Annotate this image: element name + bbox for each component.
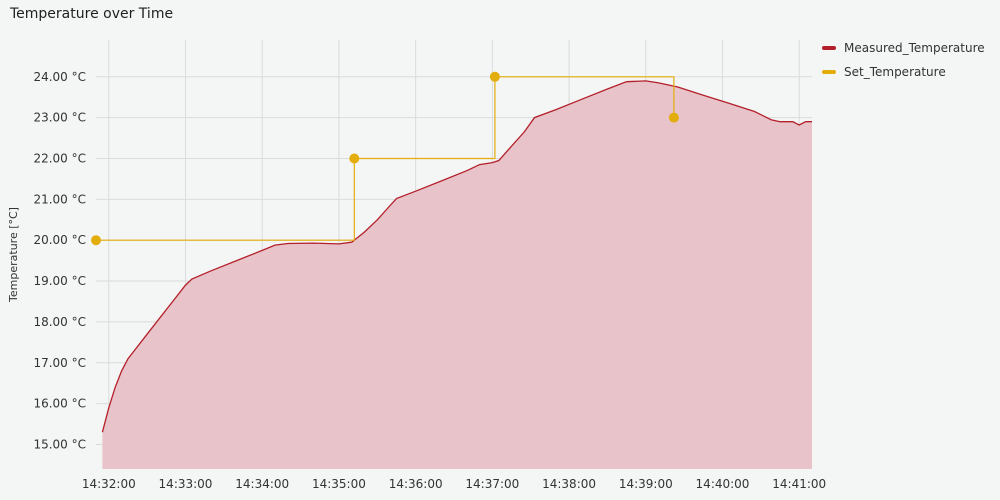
x-tick-label: 14:40:00 xyxy=(696,477,750,491)
x-tick-label: 14:41:00 xyxy=(772,477,826,491)
set-temperature-point xyxy=(349,153,360,164)
y-tick-label: 18.00 °C xyxy=(33,315,86,329)
y-tick-label: 23.00 °C xyxy=(33,111,86,125)
y-tick-label: 17.00 °C xyxy=(33,356,86,370)
y-tick-label: 19.00 °C xyxy=(33,274,86,288)
x-tick-label: 14:34:00 xyxy=(235,477,289,491)
x-tick-label: 14:37:00 xyxy=(465,477,519,491)
y-tick-label: 16.00 °C xyxy=(33,397,86,411)
set-temperature-point xyxy=(489,71,500,82)
chart-title: Temperature over Time xyxy=(10,6,174,22)
x-tick-label: 14:36:00 xyxy=(389,477,443,491)
measured-temperature-area xyxy=(102,80,812,470)
x-tick-label: 14:32:00 xyxy=(82,477,136,491)
y-axis-label: Temperature [°C] xyxy=(7,207,20,303)
y-tick-label: 21.00 °C xyxy=(33,192,86,206)
y-tick-label: 20.00 °C xyxy=(33,233,86,247)
set-temperature-point xyxy=(668,112,679,123)
y-tick-label: 24.00 °C xyxy=(33,70,86,84)
x-tick-label: 14:39:00 xyxy=(619,477,673,491)
x-tick-label: 14:33:00 xyxy=(159,477,213,491)
set-temperature-point xyxy=(91,235,101,246)
y-tick-label: 22.00 °C xyxy=(33,151,86,165)
legend-label-set: Set_Temperature xyxy=(844,65,946,79)
measured-temperature-line xyxy=(101,80,812,433)
set-temperature-line xyxy=(96,76,675,241)
x-tick-label: 14:35:00 xyxy=(312,477,366,491)
legend-swatch-set xyxy=(822,70,836,74)
legend-swatch-measured xyxy=(822,46,836,50)
y-tick-label: 15.00 °C xyxy=(33,437,86,451)
legend: Measured_Temperature Set_Temperature xyxy=(822,40,985,88)
x-tick-label: 14:38:00 xyxy=(542,477,596,491)
legend-item-measured-temperature[interactable]: Measured_Temperature xyxy=(822,40,985,56)
legend-item-set-temperature[interactable]: Set_Temperature xyxy=(822,64,985,80)
legend-label-measured: Measured_Temperature xyxy=(844,41,985,55)
